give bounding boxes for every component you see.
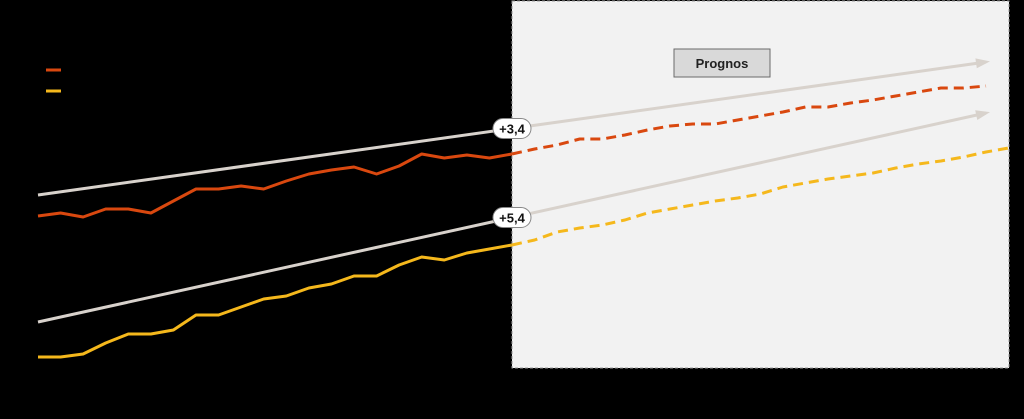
upper-trend-line-arrowhead [975,58,990,69]
lower-actual-line [38,243,513,359]
change-label-1: +3,4 [492,118,532,139]
change-label-text: +5,4 [499,211,525,226]
legend [46,68,61,93]
forecast-label: Prognos [696,56,749,71]
annotation-layer: +3,4 +5,4 [492,118,532,228]
change-label-2: +5,4 [492,207,532,228]
upper-actual-line [37,152,513,219]
forecast-label-box: Prognos [673,48,771,78]
lower-forecast-line [511,146,1009,247]
change-label-text: +3,4 [499,122,525,137]
lower-trend-line-arrowhead [975,110,990,120]
upper-forecast-line [511,84,987,156]
